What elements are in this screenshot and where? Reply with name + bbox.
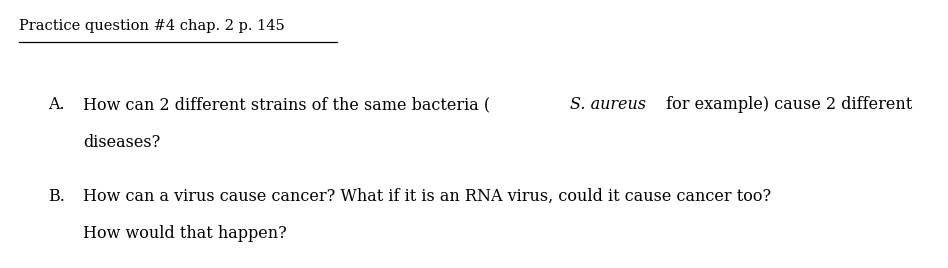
Text: How can a virus cause cancer? What if it is an RNA virus, could it cause cancer : How can a virus cause cancer? What if it… <box>83 188 772 204</box>
Text: A.: A. <box>48 96 65 113</box>
Text: How would that happen?: How would that happen? <box>83 225 287 242</box>
Text: diseases?: diseases? <box>83 134 161 151</box>
Text: B.: B. <box>48 188 65 204</box>
Text: How can 2 different strains of the same bacteria (: How can 2 different strains of the same … <box>83 96 490 113</box>
Text: Practice question #4 chap. 2 p. 145: Practice question #4 chap. 2 p. 145 <box>19 19 285 33</box>
Text: for example) cause 2 different: for example) cause 2 different <box>661 96 912 113</box>
Text: S. aureus: S. aureus <box>571 96 647 113</box>
